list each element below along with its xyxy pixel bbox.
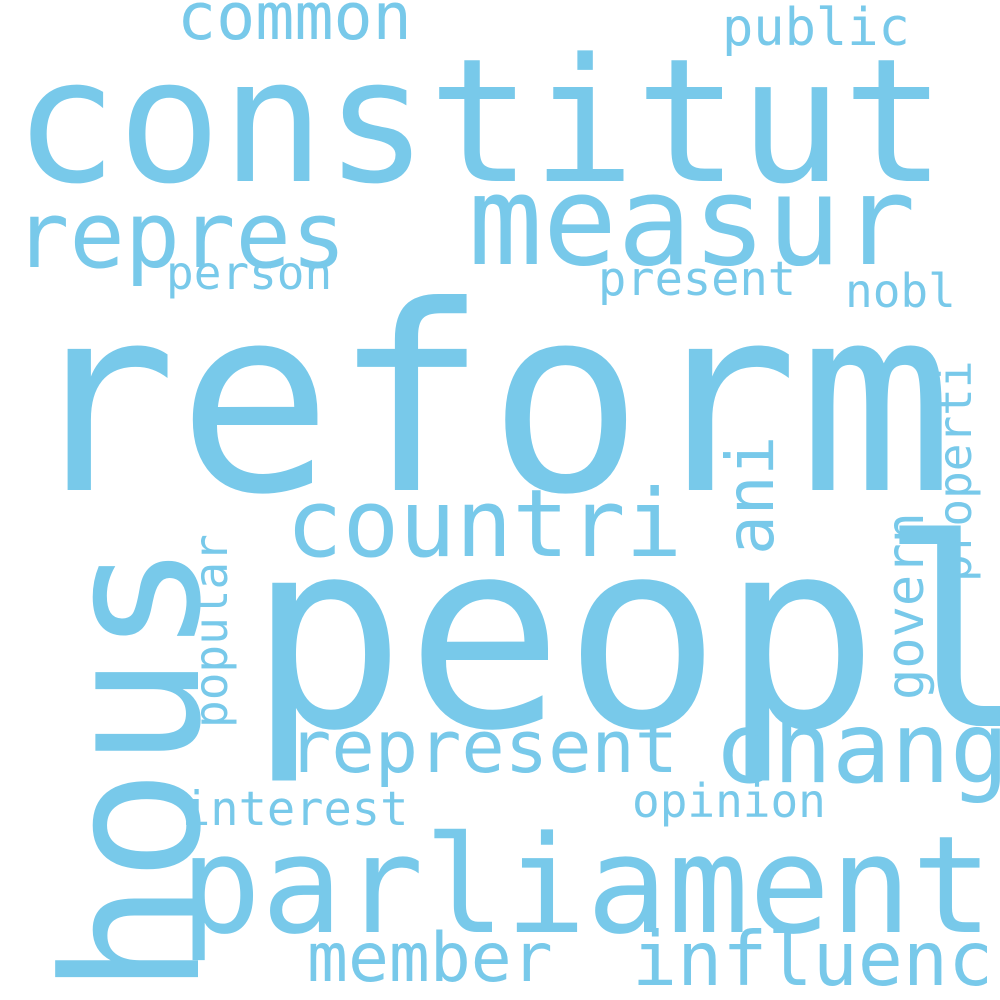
word-member: member: [307, 919, 553, 998]
word-parliament: parliament: [180, 807, 993, 964]
word-person: person: [166, 246, 333, 300]
word-chang: chang: [714, 692, 1000, 806]
word-measur: measur: [468, 150, 916, 294]
word-constitut: constitut: [14, 21, 946, 222]
word-properti: properti: [928, 360, 982, 582]
word-present: present: [598, 252, 797, 307]
word-represent: represent: [288, 705, 679, 789]
word-influenc: influenc: [632, 915, 994, 1000]
word-opinion: opinion: [632, 774, 826, 828]
word-peopl: peopl: [248, 483, 1000, 788]
word-nobl: nobl: [845, 264, 956, 318]
word-countri: countri: [286, 470, 683, 579]
word-interest: interest: [182, 782, 409, 837]
word-govern: govern: [876, 512, 936, 700]
word-common: common: [177, 0, 412, 55]
word-repres: repres: [14, 182, 347, 289]
word-public: public: [722, 0, 910, 58]
word-reform: reform: [22, 251, 954, 551]
word-popular: popular: [184, 534, 238, 728]
word-ani: ani: [712, 435, 789, 555]
